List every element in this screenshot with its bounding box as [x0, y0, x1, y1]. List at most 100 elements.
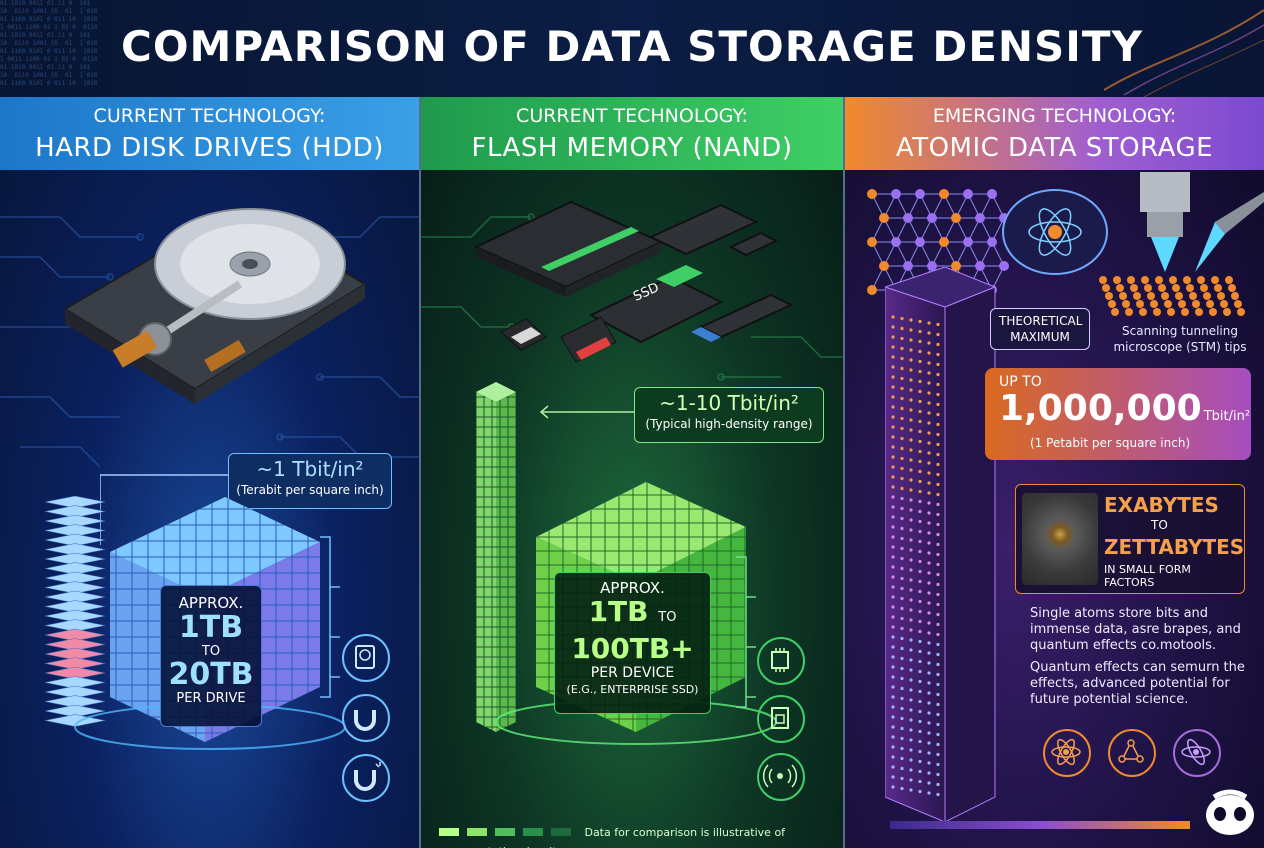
- surface-atom: [1102, 284, 1110, 292]
- pillar-dot: [909, 518, 913, 522]
- pillar-dot: [927, 501, 931, 505]
- pillar-dot: [936, 402, 940, 407]
- nand-density-note: (Typical high-density range): [645, 417, 813, 431]
- surface-atom: [1195, 308, 1203, 316]
- pillar-dot: [900, 786, 904, 791]
- pillar-dot: [936, 742, 940, 747]
- atomic-big-value: 1,000,000: [999, 388, 1202, 429]
- atomic-big-unit: Tbit/in²: [1203, 409, 1251, 424]
- lattice-atom: [951, 213, 961, 223]
- pillar-dot: [927, 471, 931, 475]
- pillar-dot: [936, 392, 940, 397]
- pillar-dot: [909, 718, 913, 722]
- pillar-dot: [900, 676, 904, 681]
- legend-swatch-3: [495, 828, 516, 836]
- exabytes-box: EXABYTES TO ZETTABYTES IN SMALL FORM FAC…: [1015, 484, 1245, 594]
- pillar-dot: [936, 562, 940, 567]
- pillar-dot: [918, 659, 922, 664]
- stack-layer: [44, 685, 106, 699]
- pillar-dot: [891, 455, 895, 459]
- surface-atom: [1209, 308, 1217, 316]
- pillar-dot: [900, 386, 904, 391]
- pillar-dot: [900, 666, 904, 671]
- surface-atom: [1105, 292, 1113, 300]
- surface-atom: [1150, 300, 1158, 308]
- surface-atom: [1234, 300, 1242, 308]
- stack-layer: [44, 581, 106, 594]
- pillar-dot: [936, 712, 940, 717]
- pillar-dot: [891, 745, 895, 749]
- lattice-atom: [951, 261, 961, 271]
- pillar-dot: [900, 316, 904, 321]
- pillar-dot: [891, 335, 895, 339]
- pillar-dot: [909, 508, 913, 512]
- pillar-dot: [936, 632, 940, 637]
- pillar-dot: [936, 682, 940, 687]
- pillar-dot: [900, 726, 904, 731]
- pillar-dot: [927, 721, 931, 725]
- pillar-dot: [909, 768, 913, 772]
- pillar-dot: [891, 405, 895, 409]
- stack-layer: [44, 590, 106, 604]
- atomic-header: EMERGING TECHNOLOGY: ATOMIC DATA STORAGE: [845, 97, 1264, 170]
- lattice-atom: [975, 261, 985, 271]
- pillar-dot: [891, 605, 895, 609]
- pillar-dot: [936, 782, 940, 787]
- pillar-dot: [900, 706, 904, 711]
- surface-atom: [1130, 284, 1138, 292]
- pillar-dot: [936, 522, 940, 527]
- pillar-dot: [891, 485, 895, 489]
- nano-particle-image: [1022, 493, 1098, 585]
- column-divider-2: [843, 97, 845, 848]
- pillar-dot: [936, 372, 940, 377]
- magnet-icon: [342, 694, 390, 742]
- pillar-dot: [918, 679, 922, 684]
- pillar-dot: [918, 649, 922, 654]
- legend-swatch-5: [551, 828, 572, 836]
- stack-layer: [44, 647, 106, 661]
- pillar-dot: [900, 606, 904, 611]
- pillar-dot: [909, 428, 913, 432]
- pillar-dot: [900, 336, 904, 341]
- pillar-dot: [891, 465, 895, 469]
- pillar-dot: [927, 651, 931, 655]
- nand-header: CURRENT TECHNOLOGY: FLASH MEMORY (NAND): [421, 97, 843, 170]
- pillar-dot: [918, 759, 922, 764]
- pillar-dot: [918, 539, 922, 544]
- stack-layer: [44, 704, 106, 718]
- pillar-dot: [909, 388, 913, 392]
- nand-to: TO: [658, 610, 677, 625]
- pillar-dot: [918, 509, 922, 514]
- pillar-dot: [936, 332, 940, 337]
- pillar-dot: [918, 519, 922, 524]
- pillar-dot: [891, 395, 895, 399]
- hdd-header: CURRENT TECHNOLOGY: HARD DISK DRIVES (HD…: [0, 97, 419, 170]
- atomic-density-callout: UP TO 1,000,000 Tbit/in² (1 Petabit per s…: [985, 368, 1251, 460]
- pillar-dot: [900, 646, 904, 651]
- surface-atom: [1192, 300, 1200, 308]
- pillar-dot: [936, 762, 940, 767]
- stm-tip-illustration: [1099, 172, 1264, 316]
- pillar-dot: [909, 638, 913, 642]
- pillar-dot: [918, 359, 922, 364]
- pillar-dot: [891, 665, 895, 669]
- lattice-atom: [903, 261, 913, 271]
- nand-per-device: PER DEVICE: [590, 665, 675, 681]
- exabytes-label: EXABYTES: [1104, 493, 1219, 517]
- pillar-dot: [900, 536, 904, 541]
- pillar-dot: [927, 561, 931, 565]
- pillar-dot: [900, 356, 904, 361]
- atomic-paragraph-1: Single atoms store bits and immense data…: [1030, 606, 1241, 653]
- pillar-dot: [936, 752, 940, 757]
- pillar-dot: [909, 538, 913, 542]
- pillar-dot: [900, 636, 904, 641]
- pillar-dot: [918, 469, 922, 474]
- pillar-dot: [918, 449, 922, 454]
- lattice-atom: [891, 237, 901, 247]
- pillar-dot: [936, 622, 940, 627]
- stack-layer: [44, 552, 106, 566]
- stack-layer: [44, 524, 106, 537]
- pillar-dot: [891, 695, 895, 699]
- surface-atom: [1139, 308, 1147, 316]
- surface-atom: [1237, 308, 1245, 316]
